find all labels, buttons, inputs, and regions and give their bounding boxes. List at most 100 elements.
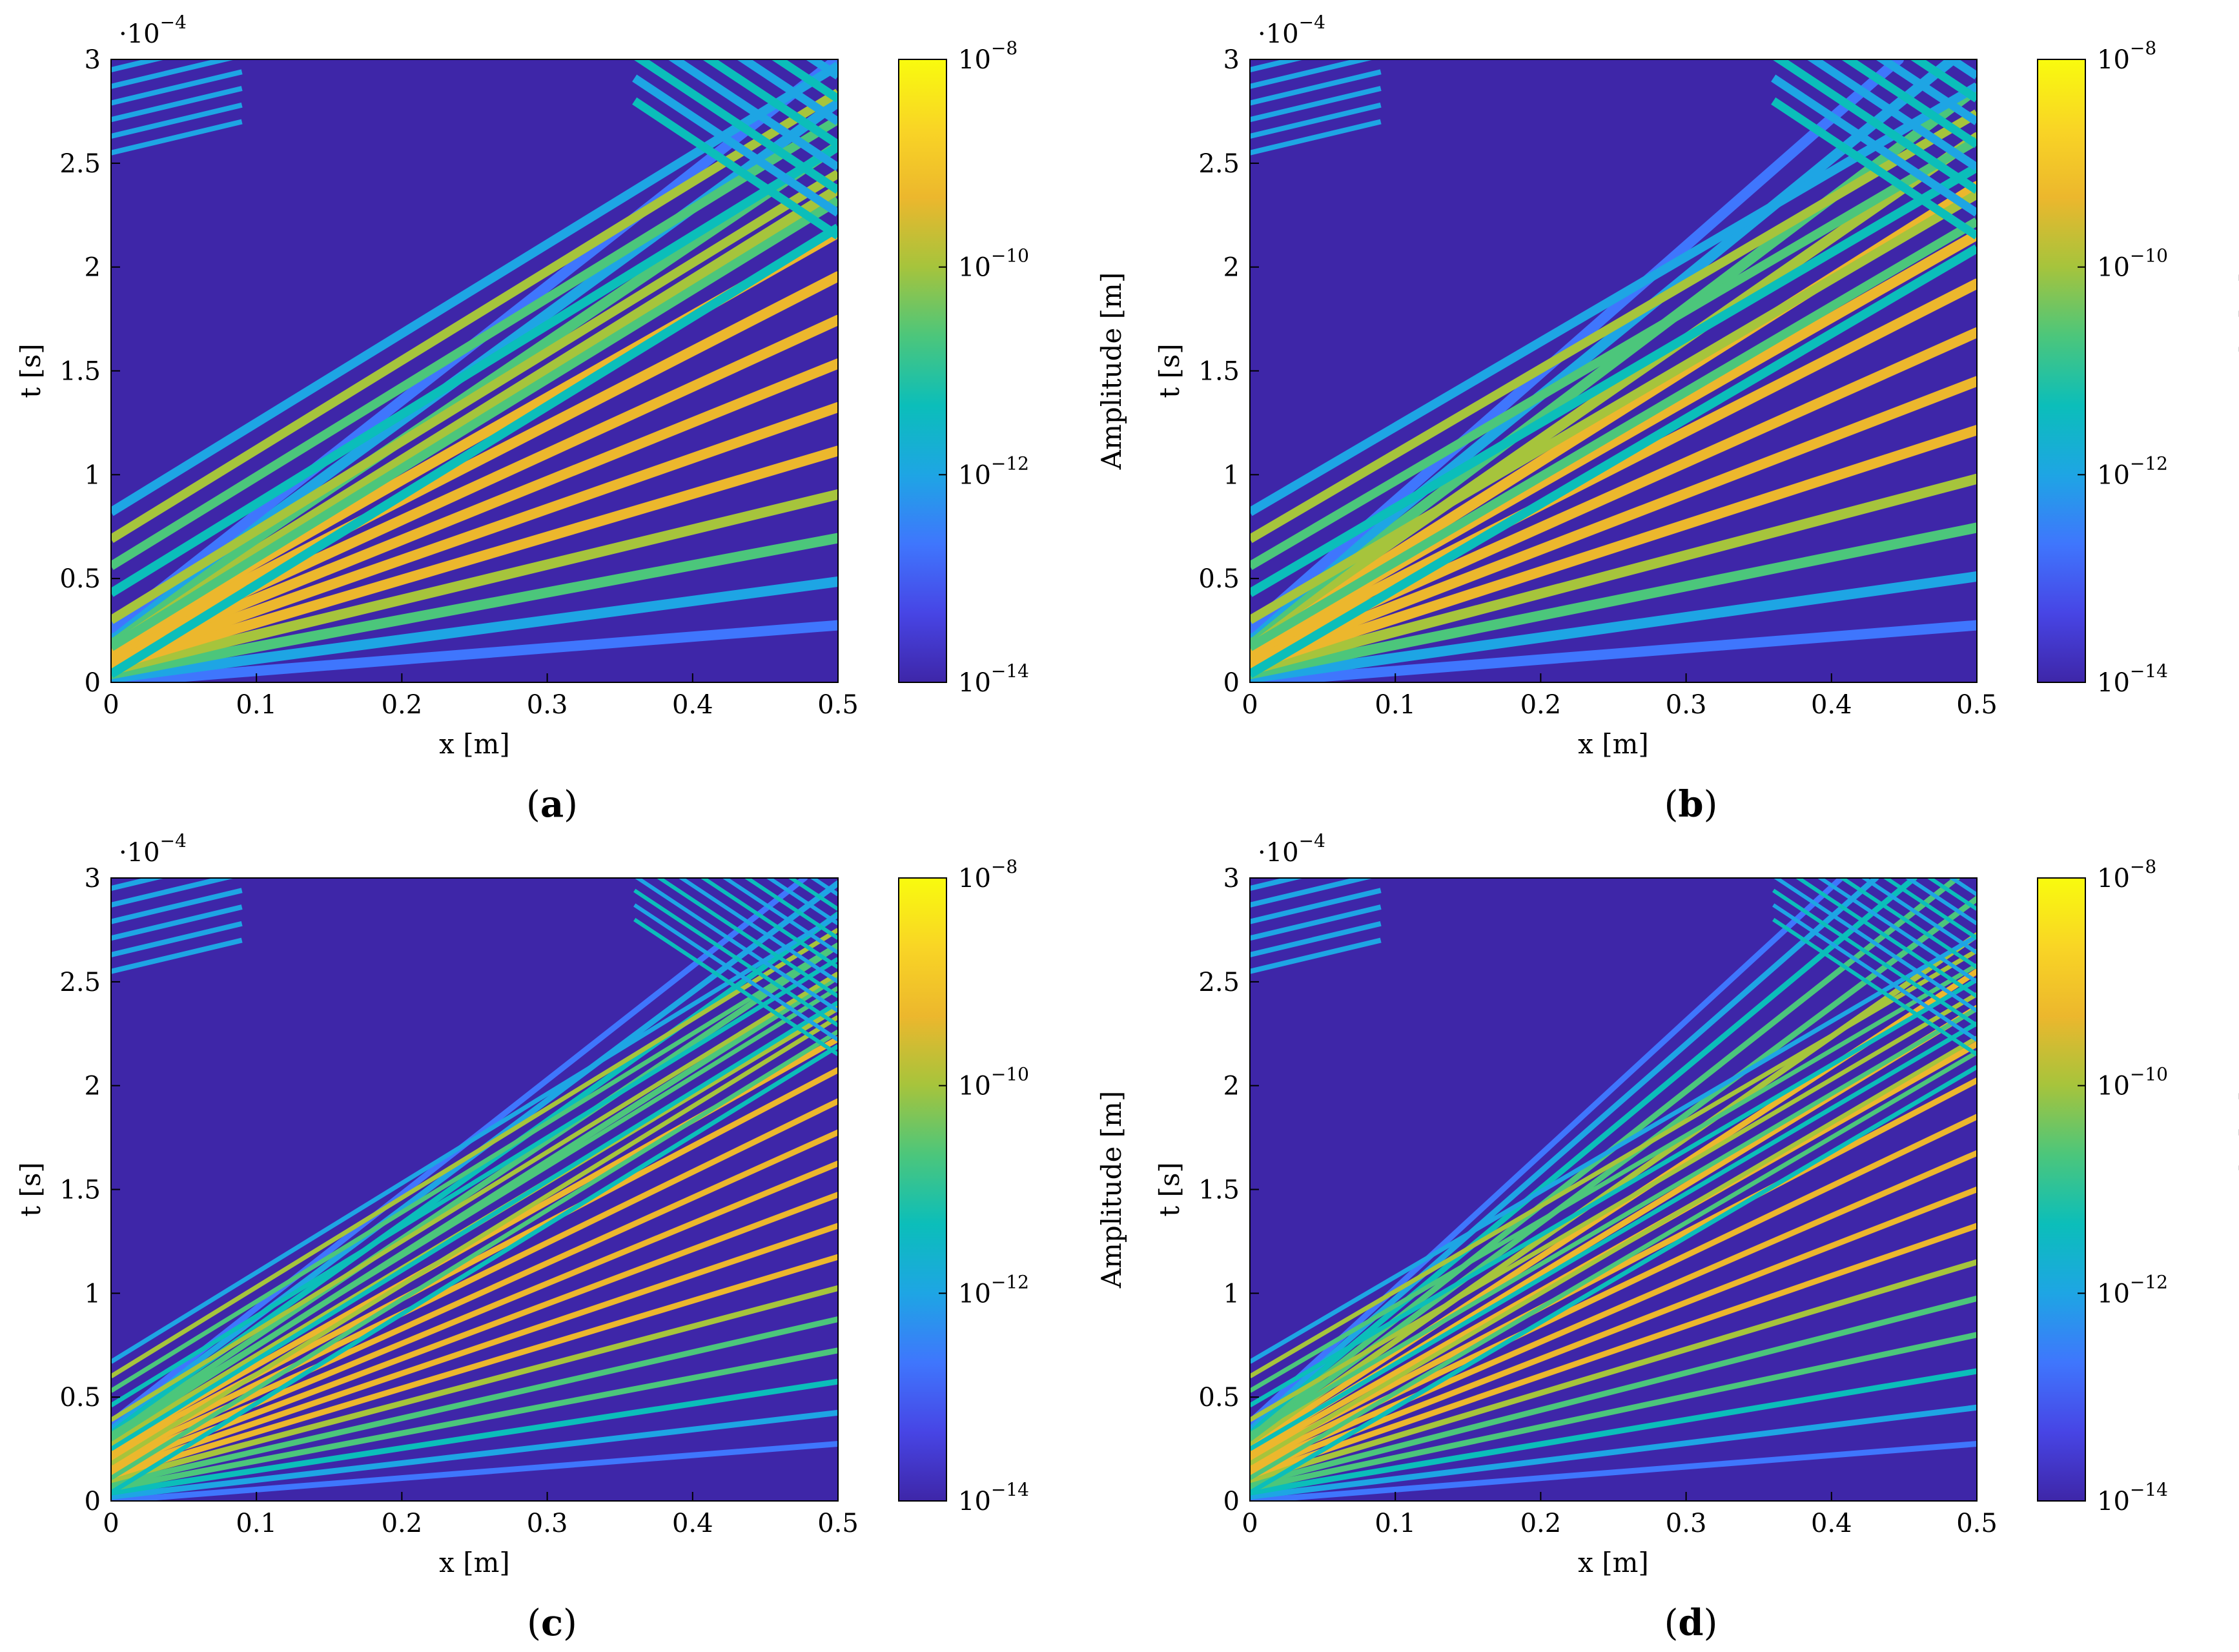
y-tick-label: 1.5 [59,357,101,387]
y-tick-label: 1 [1223,1279,1240,1309]
fast-ray [1250,934,1977,1364]
reflected-ray [1772,917,1977,1056]
x-tick-label: 0 [1242,1509,1258,1538]
x-axis-label: x [m] [1578,1547,1649,1578]
wave-ray [111,1347,838,1492]
y-tick-label: 0.5 [59,1383,101,1412]
wave-ray [111,943,838,1438]
colorbar [898,59,947,683]
wave-ray [111,1316,838,1487]
colorbar-label: Amplitude [m] [2234,272,2239,471]
fast-ray [1250,1035,1977,1466]
fast-ray [111,986,838,1437]
interference-band [111,59,236,89]
reflected-ray [1860,878,1977,955]
reflected-ray [1817,878,1977,984]
reflected-ray [633,903,838,1042]
colorbar [2037,877,2086,1502]
panel-d: 0 0.1 0.2 0.3 0.4 0.5 0 0.5 1 1.5 2 2.5 3 ·10−4 x [m] t… [1154,830,2239,1644]
y-tick-label: 2.5 [59,968,101,997]
fast-ray [1250,1021,1977,1451]
interference-band [1250,878,1305,891]
wave-ray [111,445,838,671]
reflected-ray [700,878,838,969]
x-tick-label: 0.4 [672,690,713,720]
x-tick-label: 0.2 [1520,690,1562,720]
wave-ray [111,1409,838,1500]
interference-band [1250,59,1305,72]
y-axis-label: t [s] [1154,1162,1185,1217]
reflected-ray [743,878,838,940]
colorbar-label: Amplitude [m] [1096,272,1127,471]
wave-ray [1250,376,1977,667]
fast-ray [1250,1065,1977,1495]
interference-band [111,69,243,106]
fast-ray [111,196,838,651]
colorbar-label: Amplitude [m] [1096,1091,1127,1289]
y-tick-label: 1 [1223,460,1240,490]
wave-ray [1250,473,1977,675]
wave-ray [1250,1332,1977,1492]
y-tick-label: 0.5 [59,564,101,594]
panel-caption: (d) [1664,1602,1718,1644]
fast-ray [1250,977,1977,1408]
reflected-ray [1904,878,1977,926]
y-tick-label: 2 [85,1072,101,1101]
x-tick-label: 0.1 [236,690,277,720]
y-tick-label: 0.5 [1198,564,1240,594]
wave-ray [111,489,838,675]
reflected-ray [1926,878,1977,911]
fast-ray [111,913,838,1364]
wave-ray [1250,1441,1977,1501]
interference-band [1250,888,1382,924]
reflected-ray [1773,878,1977,1013]
wave-ray [111,1223,838,1475]
wave-ray [111,271,838,655]
interference-band [111,86,243,123]
reflected-ray [1772,903,1977,1042]
reflected-ray [809,878,838,897]
heatmap-c [111,878,838,1501]
reflected-ray [771,59,838,103]
reflected-ray [633,917,838,1056]
reflected-ray [634,878,838,1013]
x-tick-label: 0 [103,690,119,720]
y-tick-label: 3 [85,864,101,893]
x-tick-label: 0.4 [1811,690,1852,720]
fast-ray [1250,217,1977,651]
reflected-ray [1772,59,1977,194]
x-tick-label: 0.1 [1375,690,1416,720]
colorbar [898,877,947,1502]
colorbar-tick-label: 10−8 [958,37,1017,75]
interference-band [1250,69,1382,106]
x-tick-label: 0 [1242,690,1258,720]
wave-ray [111,576,838,682]
y-tick-label: 3 [1223,864,1240,893]
x-tick-label: 0.4 [672,1509,713,1538]
fast-ray [111,143,838,597]
reflected-ray [633,59,838,194]
x-tick-label: 0.2 [1520,1509,1562,1538]
panel-caption: (c) [527,1602,577,1644]
reflected-ray [656,878,838,998]
y-tick-label: 0 [85,668,101,698]
x-tick-label: 0.2 [382,1509,423,1538]
x-tick-label: 0.3 [527,690,568,720]
wave-ray [1250,1404,1977,1500]
reflected-ray [1772,888,1977,1027]
colorbar-tick-label: 10−8 [958,856,1017,893]
panel-a: 0 0.1 0.2 0.3 0.4 0.5 0 0.5 1 1.5 2 2.5 3 ·10−4 x [m] t… [15,12,1127,826]
y-tick-label: 0 [85,1487,101,1516]
colorbar-tick-label: 10−10 [2097,1064,2168,1101]
fast-ray [111,971,838,1422]
fast-ray [111,169,838,624]
reflected-ray [678,878,838,984]
y-tick-label: 0.5 [1198,1383,1240,1412]
interference-band [111,888,243,924]
reflected-ray [632,74,838,217]
fast-ray [111,88,838,544]
fast-ray [111,1044,838,1495]
interference-band [111,102,243,139]
interference-band [111,937,243,974]
interference-band [111,878,236,908]
